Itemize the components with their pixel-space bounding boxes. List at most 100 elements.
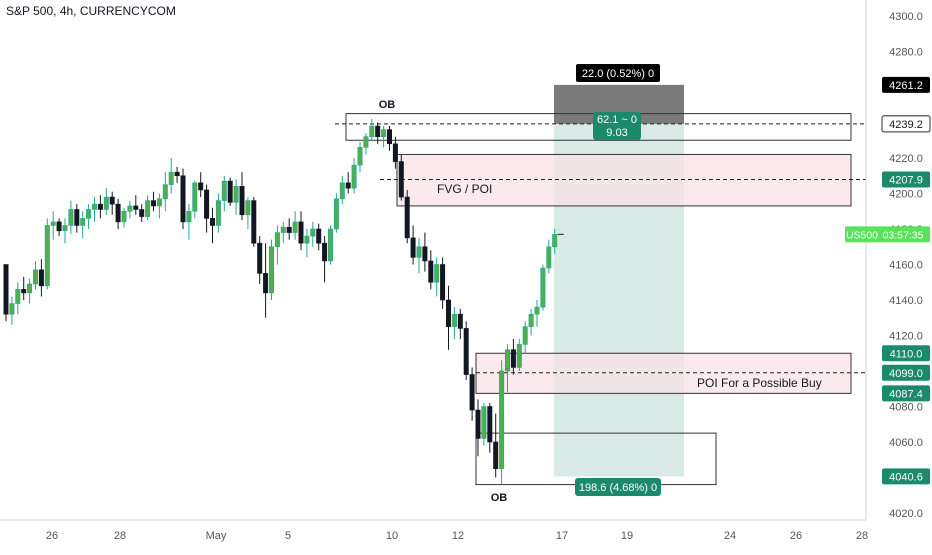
candle[interactable] bbox=[151, 200, 157, 207]
candle[interactable] bbox=[156, 198, 162, 207]
candle[interactable] bbox=[534, 306, 540, 315]
candle[interactable] bbox=[97, 203, 103, 210]
candle[interactable] bbox=[316, 228, 322, 244]
candle[interactable] bbox=[204, 189, 210, 219]
candle[interactable] bbox=[257, 242, 263, 274]
candle[interactable] bbox=[339, 182, 345, 200]
candle[interactable] bbox=[145, 200, 151, 217]
candle[interactable] bbox=[552, 234, 558, 248]
candle[interactable] bbox=[180, 175, 186, 223]
candle[interactable] bbox=[27, 283, 33, 294]
candle[interactable] bbox=[416, 246, 422, 258]
price-tag[interactable] bbox=[882, 364, 930, 381]
candle[interactable] bbox=[363, 136, 369, 148]
candle[interactable] bbox=[162, 184, 168, 200]
candle[interactable] bbox=[386, 129, 392, 145]
candle[interactable] bbox=[103, 196, 109, 210]
candle[interactable] bbox=[327, 228, 333, 262]
candle[interactable] bbox=[3, 264, 9, 315]
candle[interactable] bbox=[50, 221, 56, 226]
candle[interactable] bbox=[546, 246, 552, 269]
candle[interactable] bbox=[304, 235, 310, 244]
candle[interactable] bbox=[516, 344, 522, 368]
candle[interactable] bbox=[392, 143, 398, 162]
candle[interactable] bbox=[251, 200, 257, 244]
candle[interactable] bbox=[404, 196, 410, 239]
candle[interactable] bbox=[310, 228, 316, 237]
candle[interactable] bbox=[121, 210, 127, 223]
candle[interactable] bbox=[292, 221, 298, 233]
candle[interactable] bbox=[475, 409, 481, 439]
candle[interactable] bbox=[504, 349, 510, 372]
candle[interactable] bbox=[109, 196, 115, 205]
candle[interactable] bbox=[186, 210, 192, 223]
candle[interactable] bbox=[280, 226, 286, 233]
candle[interactable] bbox=[115, 203, 121, 223]
candle[interactable] bbox=[38, 269, 44, 287]
candle[interactable] bbox=[322, 242, 328, 262]
candle[interactable] bbox=[263, 273, 269, 294]
candle[interactable] bbox=[9, 303, 15, 315]
candle[interactable] bbox=[469, 374, 475, 411]
candle[interactable] bbox=[286, 226, 292, 233]
candle[interactable] bbox=[333, 198, 339, 230]
candle[interactable] bbox=[487, 406, 493, 443]
candle[interactable] bbox=[239, 186, 245, 216]
candle[interactable] bbox=[463, 328, 469, 375]
candle[interactable] bbox=[221, 180, 227, 201]
candle[interactable] bbox=[369, 125, 375, 138]
price-tag[interactable] bbox=[882, 76, 930, 93]
candle[interactable] bbox=[345, 182, 351, 189]
candle[interactable] bbox=[68, 209, 74, 226]
poi-zone[interactable] bbox=[475, 352, 852, 394]
candle[interactable] bbox=[233, 186, 239, 203]
candle[interactable] bbox=[268, 246, 274, 294]
last-price-tag[interactable] bbox=[845, 226, 930, 243]
candle[interactable] bbox=[422, 246, 428, 262]
candle[interactable] bbox=[381, 129, 387, 138]
candle[interactable] bbox=[227, 180, 233, 203]
price-tag[interactable] bbox=[882, 468, 930, 485]
candle[interactable] bbox=[398, 161, 404, 198]
candle[interactable] bbox=[375, 125, 381, 138]
candle[interactable] bbox=[434, 264, 440, 283]
candle[interactable] bbox=[21, 289, 27, 294]
candle[interactable] bbox=[522, 326, 528, 345]
candle[interactable] bbox=[510, 349, 516, 368]
candle[interactable] bbox=[451, 313, 457, 327]
candle[interactable] bbox=[198, 182, 204, 191]
price-tag[interactable] bbox=[882, 345, 930, 362]
candle[interactable] bbox=[457, 313, 463, 329]
candle[interactable] bbox=[15, 289, 21, 304]
candle[interactable] bbox=[540, 267, 546, 308]
candle[interactable] bbox=[86, 209, 92, 219]
candle[interactable] bbox=[351, 164, 357, 189]
candle[interactable] bbox=[192, 182, 198, 212]
candle[interactable] bbox=[245, 200, 251, 216]
price-tag[interactable] bbox=[882, 171, 930, 188]
candle[interactable] bbox=[481, 406, 487, 439]
candle[interactable] bbox=[493, 441, 499, 469]
candle[interactable] bbox=[528, 313, 534, 327]
candle[interactable] bbox=[298, 221, 304, 244]
candle[interactable] bbox=[428, 260, 434, 283]
candle[interactable] bbox=[139, 209, 145, 217]
price-tag[interactable] bbox=[882, 385, 930, 402]
candle[interactable] bbox=[357, 147, 363, 166]
candle[interactable] bbox=[168, 171, 174, 185]
candle[interactable] bbox=[274, 232, 280, 248]
plot-area[interactable] bbox=[0, 0, 866, 520]
candle[interactable] bbox=[74, 209, 80, 226]
candle[interactable] bbox=[445, 299, 451, 327]
candle[interactable] bbox=[62, 225, 68, 232]
x-axis-panel[interactable] bbox=[0, 520, 866, 550]
candle[interactable] bbox=[32, 269, 38, 285]
candle[interactable] bbox=[80, 218, 86, 226]
candle[interactable] bbox=[174, 171, 180, 177]
candle[interactable] bbox=[56, 221, 62, 232]
candle[interactable] bbox=[44, 225, 50, 287]
candle[interactable] bbox=[499, 370, 505, 469]
candle[interactable] bbox=[133, 205, 139, 210]
candle[interactable] bbox=[215, 200, 221, 226]
